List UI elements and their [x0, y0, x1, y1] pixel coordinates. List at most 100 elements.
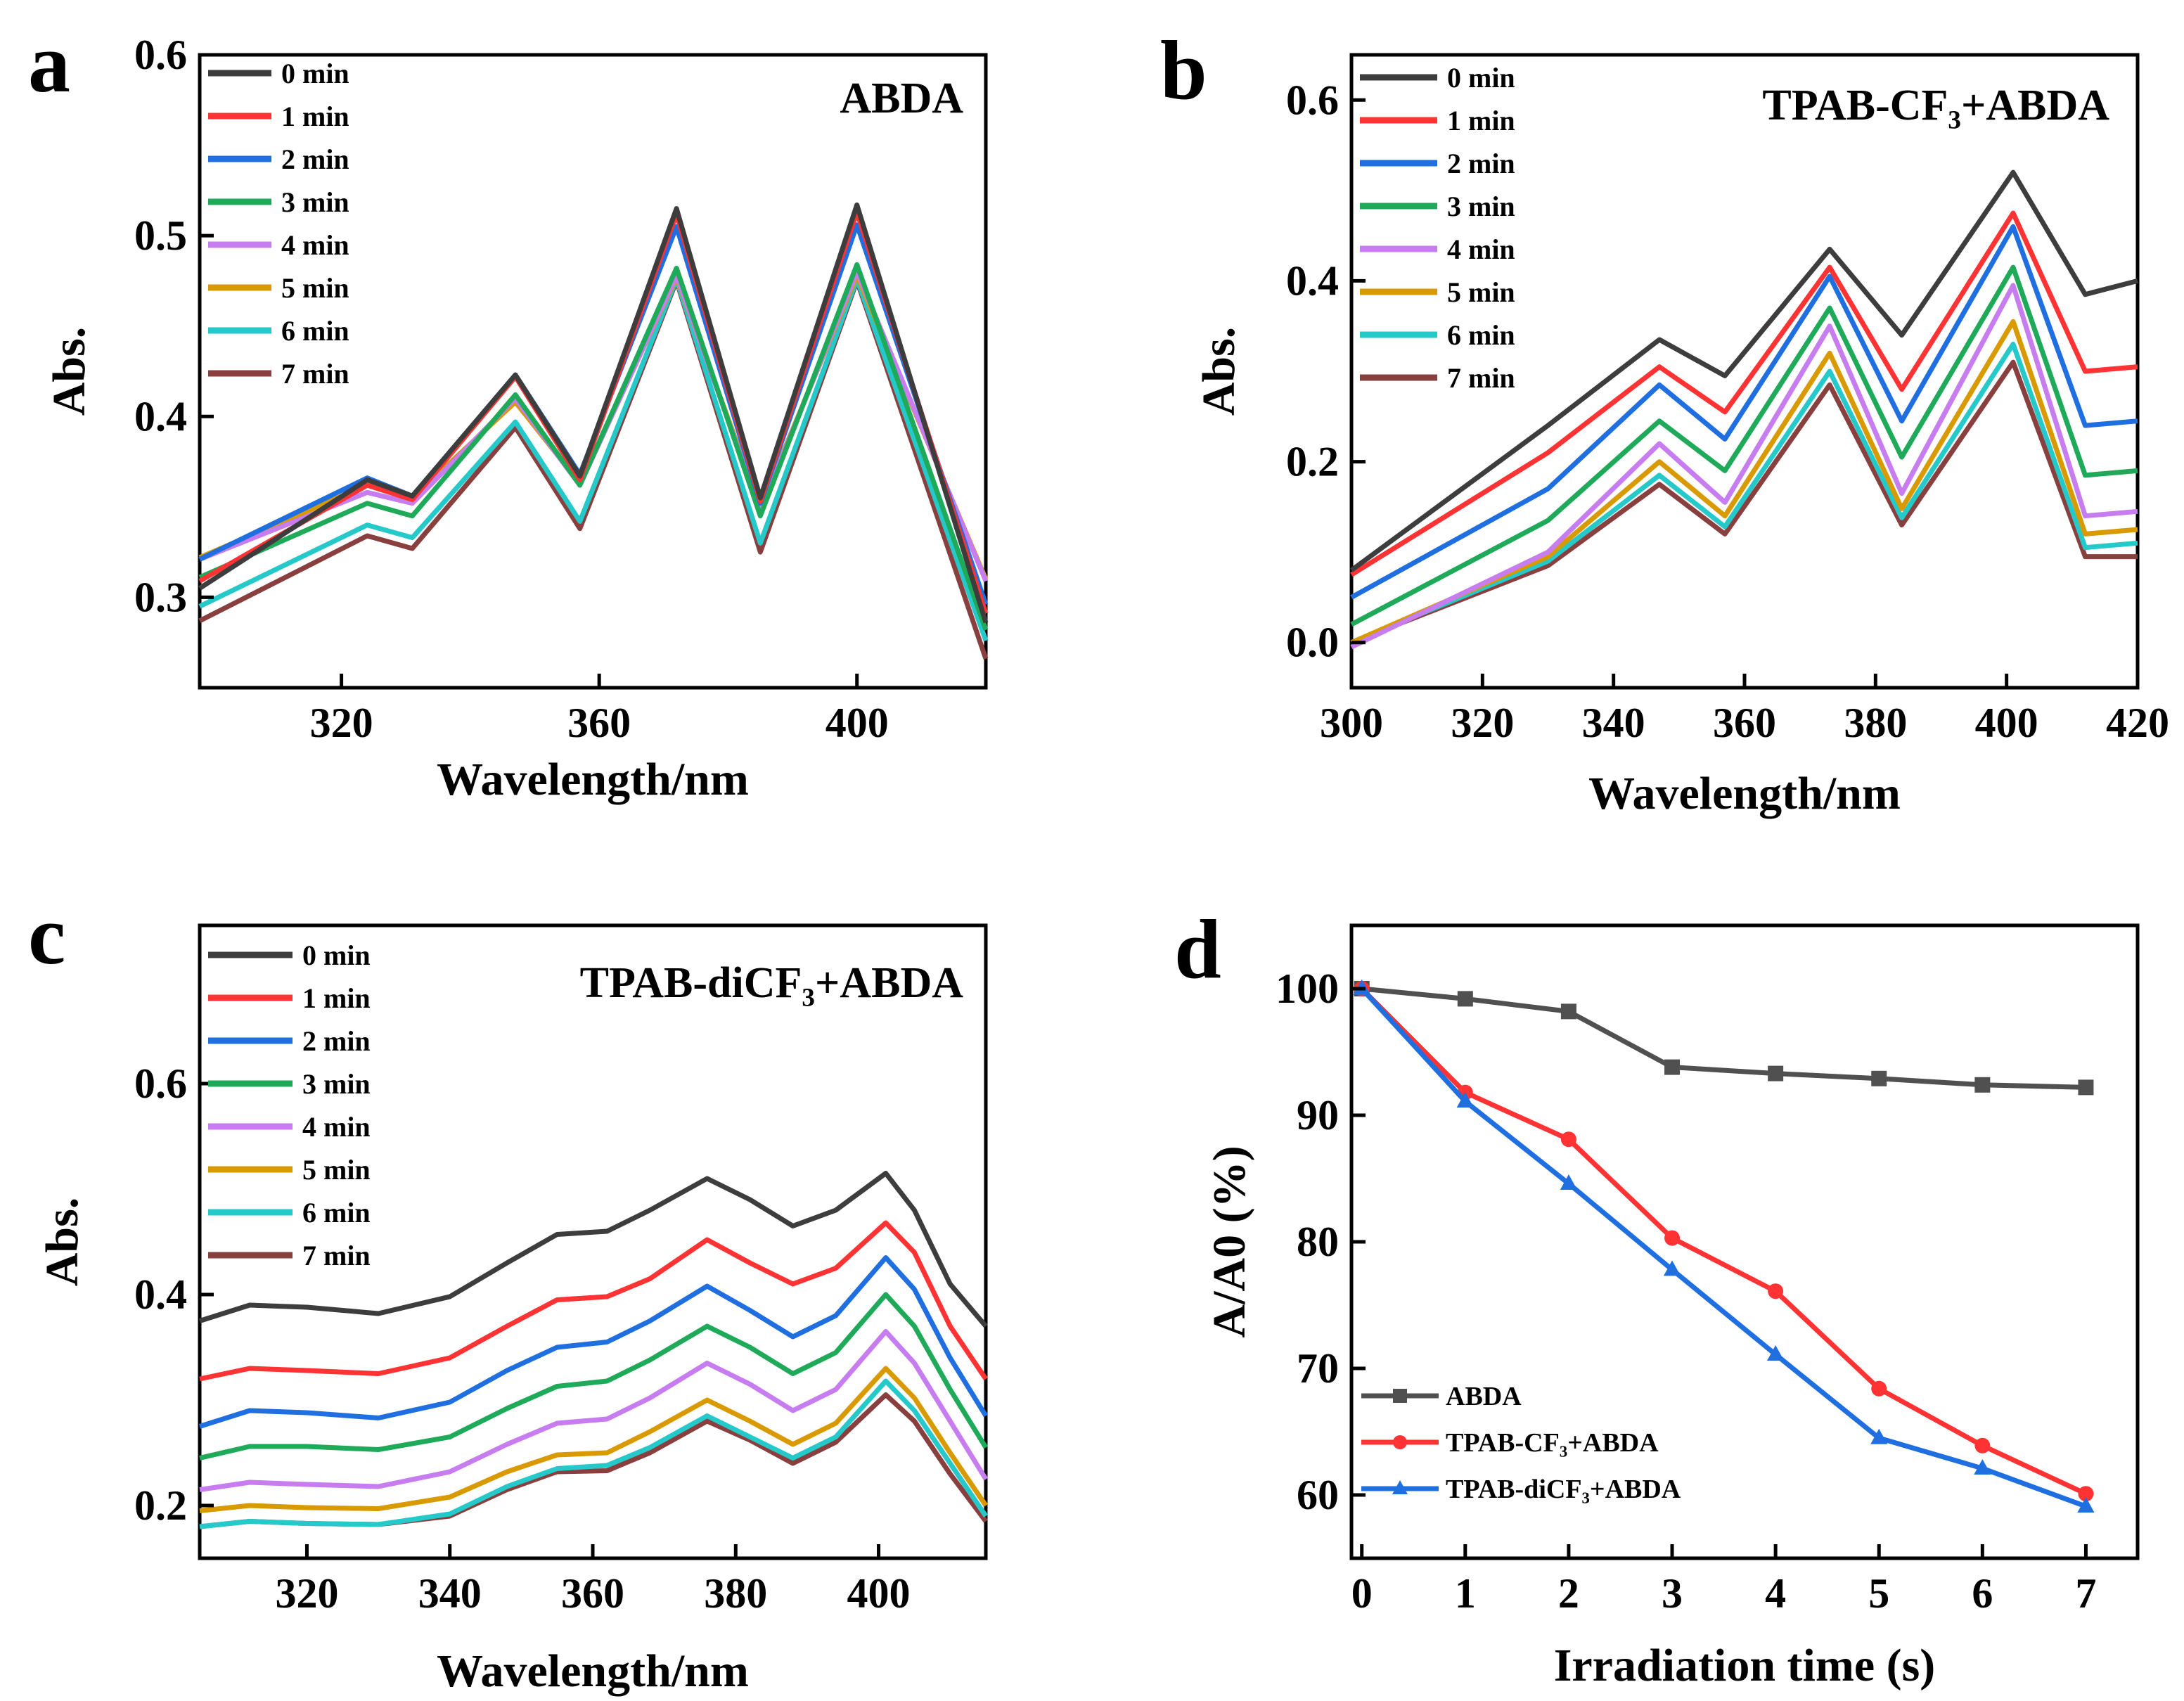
data-point — [1870, 1428, 1888, 1444]
panel-c: 320 340 360 380 400 0.2 0.4 0.6 0 min 1 min 2 min… — [37, 923, 988, 1697]
data-point — [1560, 1131, 1576, 1148]
curves-d — [1353, 979, 2095, 1513]
data-point — [2077, 1497, 2095, 1513]
legend-label: 2 min — [302, 1025, 371, 1057]
legend-label: 7 min — [281, 358, 349, 390]
xlabel-d: Irradiation time (s) — [1554, 1640, 1936, 1691]
xtick-label: 380 — [1844, 700, 1907, 746]
legend-label: TPAB-diCF₃+ABDA — [1446, 1475, 1681, 1504]
legend-label: 5 min — [302, 1154, 371, 1186]
curves-a — [198, 202, 989, 660]
data-point — [1393, 1435, 1407, 1449]
ytick-label: 0.6 — [1286, 77, 1339, 123]
series-line-d-2 — [1360, 987, 2087, 1509]
ytick-label: 100 — [1276, 965, 1339, 1012]
legend-a: 0 min 1 min 2 min 3 min 4 min 5 min 6 min 7 min — [208, 58, 349, 390]
xtick-label: 360 — [567, 700, 631, 746]
legend-label: 3 min — [1447, 191, 1515, 222]
legend-label: TPAB-CF₃+ABDA — [1446, 1428, 1659, 1458]
series-line-b-4 — [1350, 283, 2138, 650]
legend-c: 0 min 1 min 2 min 3 min 4 min 5 min 6 min 7 min — [208, 939, 371, 1271]
xtick-label: 400 — [826, 700, 889, 746]
data-point — [2078, 1079, 2094, 1096]
data-point — [1392, 1480, 1408, 1494]
curves-b — [1349, 169, 2138, 650]
xtick-label: 4 — [1765, 1570, 1786, 1617]
xtick-label: 320 — [1451, 700, 1514, 746]
legend-label: 0 min — [281, 58, 349, 89]
xtick-label: 380 — [704, 1570, 767, 1617]
ytick-label: 90 — [1297, 1092, 1339, 1138]
ytick-label: 0.4 — [1286, 257, 1339, 304]
data-point — [1457, 991, 1473, 1007]
legend-label: 0 min — [302, 939, 371, 971]
chart-title-a: ABDA — [840, 75, 963, 122]
ytick-label: 0.6 — [134, 1060, 187, 1107]
ytick-label: 0.4 — [134, 1271, 187, 1318]
data-point — [1560, 1174, 1578, 1190]
ytick-label: 0.2 — [134, 1482, 187, 1529]
series-line-a-6 — [198, 276, 989, 642]
xlabel-a: Wavelength/nm — [437, 754, 749, 805]
series-line-c-2 — [198, 1255, 988, 1429]
panel-letter-c: c — [28, 888, 65, 982]
legend-label: 0 min — [1447, 62, 1515, 94]
series-line-b-5 — [1350, 319, 2138, 645]
ytick-label: 70 — [1297, 1345, 1339, 1392]
xlabel-b: Wavelength/nm — [1588, 768, 1901, 819]
xtick-label: 340 — [1582, 700, 1645, 746]
series-line-b-2 — [1350, 224, 2138, 600]
ytick-label: 0.3 — [134, 574, 187, 620]
series-line-d-0 — [1361, 986, 2086, 1090]
ticks-b: 300 320 340 360 380 400 420 0.0 0.2 0.4 0.6 — [1286, 77, 2169, 746]
legend-label: 5 min — [1447, 276, 1515, 308]
ytick-label: 60 — [1297, 1472, 1339, 1518]
chart-title-c: TPAB-diCF₃+ABDA — [580, 959, 964, 1007]
series-line-b-0 — [1349, 169, 2138, 572]
chart-title-b: TPAB-CF₃+ABDA — [1762, 82, 2109, 129]
data-point — [1871, 1380, 1887, 1397]
ytick-label: 0.6 — [134, 32, 187, 78]
series-line-c-0 — [198, 1171, 988, 1328]
legend-label: 6 min — [1447, 319, 1515, 351]
xlabel-c: Wavelength/nm — [437, 1645, 749, 1697]
xtick-label: 340 — [418, 1570, 482, 1617]
panel-b: 300 320 340 360 380 400 420 0.0 0.2 0.4 0.6 0 min 1… — [1193, 53, 2169, 819]
xtick-label: 1 — [1455, 1570, 1476, 1617]
ytick-label: 0.2 — [1286, 439, 1339, 485]
xtick-label: 320 — [275, 1570, 338, 1617]
ytick-label: 0.4 — [134, 393, 187, 439]
ticks-c: 320 340 360 380 400 0.2 0.4 0.6 — [134, 1060, 911, 1617]
legend-label: 1 min — [1447, 105, 1515, 136]
xtick-label: 320 — [310, 700, 373, 746]
series-line-b-3 — [1350, 264, 2138, 627]
data-point — [1663, 1260, 1681, 1276]
curves-c — [198, 1171, 988, 1529]
series-line-b-6 — [1350, 341, 2138, 645]
data-point — [1393, 1389, 1407, 1403]
legend-label: 4 min — [1447, 233, 1515, 265]
legend-label: 2 min — [281, 143, 349, 175]
data-point — [1767, 1345, 1785, 1361]
series-line-c-4 — [199, 1329, 988, 1492]
data-point — [1871, 1070, 1887, 1086]
series-line-c-1 — [199, 1220, 988, 1382]
panel-letter-b: b — [1160, 23, 1207, 117]
data-point — [1560, 1003, 1576, 1020]
data-point — [1768, 1065, 1784, 1081]
xtick-label: 2 — [1558, 1570, 1579, 1617]
legend-label: 5 min — [281, 272, 349, 304]
series-line-b-7 — [1350, 359, 2138, 645]
ticks-d: 0 1 2 3 4 5 6 7 60 70 80 90 100 — [1276, 965, 2096, 1617]
data-point — [1974, 1459, 1991, 1475]
legend-label: 4 min — [302, 1111, 371, 1143]
legend-label: 6 min — [302, 1197, 371, 1228]
panel-letter-d: d — [1174, 902, 1221, 996]
data-point — [1456, 1092, 1474, 1108]
ytick-label: 0.0 — [1286, 620, 1339, 666]
ylabel-c: Abs. — [37, 1198, 88, 1287]
xtick-label: 400 — [1975, 700, 2038, 746]
panel-letter-a: a — [28, 16, 70, 110]
legend-b: 0 min 1 min 2 min 3 min 4 min 5 min 6 min 7 min — [1360, 62, 1515, 394]
series-line-c-3 — [199, 1292, 988, 1461]
